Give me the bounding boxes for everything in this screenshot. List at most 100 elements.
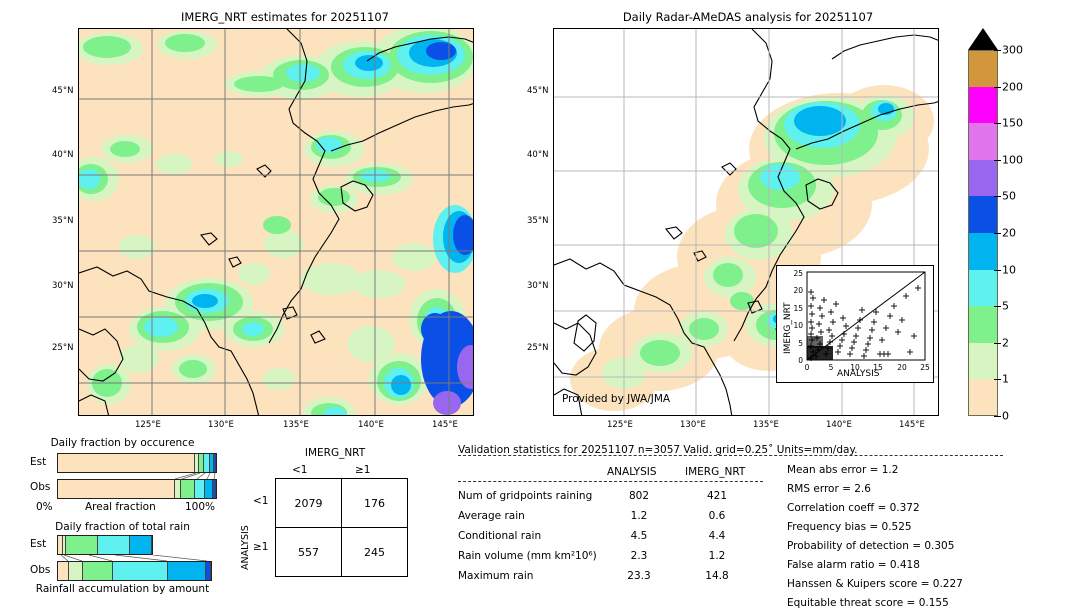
occurrence-chart-title: Daily fraction by occurence — [50, 437, 195, 449]
left-lat-35: 35°N — [52, 216, 74, 226]
colorbar-label: 150 — [1002, 116, 1023, 130]
right-lat-25: 25°N — [527, 343, 549, 353]
colorbar-label: 1 — [1002, 372, 1009, 386]
right-lon-135: 135°E — [753, 420, 779, 430]
occurrence-est-label: Est — [30, 456, 47, 468]
totalrain-obs-bar[interactable] — [57, 561, 212, 581]
validation-row-label: Num of gridpoints raining — [458, 490, 593, 502]
imerg-precip-field — [79, 29, 473, 415]
validation-row-imerg: 1.2 — [708, 550, 726, 562]
colorbar-tick — [994, 269, 1001, 271]
bar-segment — [195, 480, 205, 498]
validation-row-label: Rain volume (mm km²10⁶) — [458, 550, 597, 562]
validation-col-imerg: IMERG_NRT — [685, 466, 746, 478]
left-lon-130: 130°E — [208, 420, 234, 430]
bar-segment — [130, 536, 152, 554]
contingency-col-header-0: <1 — [292, 464, 308, 476]
contingency-col-group-label: IMERG_NRT — [304, 447, 366, 459]
contingency-table[interactable]: 2079 176 557 245 — [275, 478, 408, 577]
bar-segment — [58, 562, 70, 580]
validation-score: Correlation coeff = 0.372 — [787, 502, 920, 514]
left-lat-30: 30°N — [52, 281, 74, 291]
bar-segment — [199, 454, 205, 472]
validation-score: Probability of detection = 0.305 — [787, 540, 955, 552]
colorbar-tick — [994, 306, 1001, 308]
validation-row-imerg: 421 — [706, 490, 728, 502]
colorbar-label: 300 — [1002, 43, 1023, 57]
bar-segment — [209, 454, 215, 472]
validation-row-imerg: 4.4 — [708, 530, 726, 542]
svg-text:0: 0 — [805, 363, 810, 372]
bar-segment — [113, 562, 169, 580]
validation-header: Validation statistics for 20251107 n=305… — [458, 444, 858, 456]
colorbar-tick — [994, 159, 1001, 161]
colorbar-segment — [968, 196, 998, 233]
left-lon-125: 125°E — [135, 420, 161, 430]
left-lat-45: 45°N — [52, 86, 74, 96]
bar-segment — [214, 454, 216, 472]
radar-amedas-map[interactable]: Provided by JWA/JMA — [553, 28, 939, 416]
right-lat-35: 35°N — [527, 216, 549, 226]
validation-score: Mean abs error = 1.2 — [787, 464, 899, 476]
bar-segment — [83, 562, 114, 580]
contingency-row-header-0: <1 — [253, 495, 269, 507]
colorbar-arrow-icon — [968, 28, 998, 50]
svg-text:10: 10 — [793, 321, 803, 330]
validation-row-label: Conditional rain — [458, 530, 542, 542]
right-lon-130: 130°E — [680, 420, 706, 430]
right-lat-40: 40°N — [527, 150, 549, 160]
scatter-inset[interactable]: 0 5 10 15 20 25 0 5 10 15 20 25 IMERG_NR… — [776, 265, 934, 383]
colorbar-label: 10 — [1002, 263, 1016, 277]
occurrence-axis-label: Areal fraction — [85, 501, 156, 513]
svg-text:20: 20 — [793, 286, 803, 295]
imerg-map[interactable] — [78, 28, 474, 416]
validation-row-label: Maximum rain — [458, 570, 534, 582]
svg-text:10: 10 — [850, 363, 860, 372]
svg-text:15: 15 — [873, 363, 883, 372]
table-row: 2079 176 — [275, 478, 408, 528]
bar-segment — [97, 536, 131, 554]
bar-segment — [58, 454, 196, 472]
cell-hit-miss-11: 245 — [341, 527, 408, 577]
svg-text:25: 25 — [793, 269, 803, 278]
svg-text:20: 20 — [897, 363, 907, 372]
colorbar-tick — [994, 416, 1001, 417]
colorbar-label: 200 — [1002, 80, 1023, 94]
left-lat-40: 40°N — [52, 150, 74, 160]
validation-row-analysis: 1.2 — [630, 510, 648, 522]
validation-row-analysis: 23.3 — [627, 570, 651, 582]
colorbar-tick — [994, 86, 1001, 88]
colorbar-label: 50 — [1002, 189, 1016, 203]
validation-col-analysis: ANALYSIS — [607, 466, 657, 478]
bar-segment — [206, 562, 211, 580]
scatter-ylabel: IMERG_NRT — [783, 302, 793, 354]
totalrain-est-label: Est — [30, 538, 47, 550]
occurrence-obs-label: Obs — [30, 481, 51, 493]
bar-segment — [66, 536, 98, 554]
svg-text:5: 5 — [829, 363, 834, 372]
bar-segment — [62, 536, 67, 554]
colorbar-segment — [968, 342, 998, 380]
totalrain-connectors — [60, 555, 208, 561]
right-lon-145: 145°E — [899, 420, 925, 430]
bar-segment — [204, 480, 213, 498]
bar-segment — [69, 562, 84, 580]
cell-hit-miss-01: 176 — [341, 478, 408, 528]
totalrain-est-bar[interactable] — [57, 535, 153, 555]
colorbar-segment — [968, 86, 998, 124]
colorbar-segment — [968, 233, 998, 270]
occurrence-obs-bar[interactable] — [57, 479, 217, 499]
left-lon-145: 145°E — [432, 420, 458, 430]
radar-precip-field — [554, 29, 938, 415]
colorbar-label: 0 — [1002, 409, 1009, 423]
validation-score: Hanssen & Kuipers score = 0.227 — [787, 578, 963, 590]
occurrence-est-bar[interactable] — [57, 453, 217, 473]
colorbar[interactable]: 300 200 150 100 50 20 10 5 2 1 0 — [968, 28, 1058, 423]
validation-score: False alarm ratio = 0.418 — [787, 559, 920, 571]
bar-segment — [58, 536, 63, 554]
colorbar-label: 2 — [1002, 336, 1009, 350]
colorbar-segment — [968, 306, 998, 343]
colorbar-segment — [968, 159, 998, 197]
table-row: 557 245 — [275, 527, 408, 577]
svg-text:5: 5 — [798, 339, 803, 348]
